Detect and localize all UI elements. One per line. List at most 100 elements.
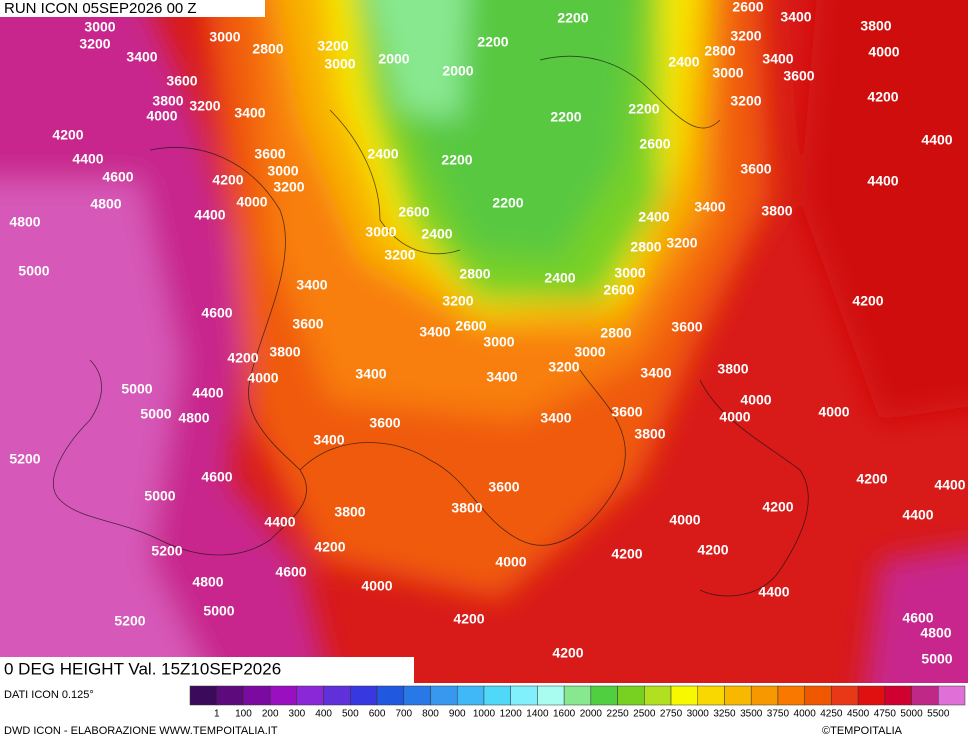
legend-tick-label: 2250 [606, 709, 629, 720]
contour-label: 4000 [495, 554, 526, 570]
contour-label: 4200 [867, 89, 898, 105]
contour-label: 4600 [201, 469, 232, 485]
legend-swatch [777, 685, 805, 706]
contour-label: 3600 [292, 316, 323, 332]
contour-label: 3400 [694, 199, 725, 215]
legend-swatch [537, 685, 565, 706]
title-box [0, 657, 414, 683]
contour-label: 3000 [712, 65, 743, 81]
legend-tick-label: 2500 [633, 709, 656, 720]
contour-label: 2200 [557, 10, 588, 26]
legend-swatch [857, 685, 886, 706]
contour-label: 4600 [902, 610, 933, 626]
contour-label: 5200 [114, 613, 145, 629]
contour-label: 5000 [18, 263, 49, 279]
legend-tick-label: 1600 [553, 709, 576, 720]
contour-label: 4400 [72, 151, 103, 167]
legend-tick-label: 1 [214, 709, 220, 720]
legend-tick-label: 600 [369, 709, 386, 720]
legend-swatch [804, 685, 832, 706]
legend-swatch [590, 685, 618, 706]
contour-label: 2400 [367, 146, 398, 162]
legend-tick-label: 3000 [687, 709, 710, 720]
contour-label: 2800 [459, 266, 490, 282]
contour-label: 5200 [151, 543, 182, 559]
contour-label: 3000 [209, 29, 240, 45]
contour-label: 4200 [762, 499, 793, 515]
legend-swatch [243, 685, 271, 706]
contour-label: 4400 [194, 207, 225, 223]
legend-tick-label: 1000 [473, 709, 496, 720]
run-title: RUN ICON 05SEP2026 00 Z [4, 0, 197, 17]
contour-label: 2600 [603, 282, 634, 298]
contour-label: 2400 [668, 54, 699, 70]
legend-swatch [724, 685, 752, 706]
contour-label: 2200 [550, 109, 581, 125]
legend-tick-label: 500 [342, 709, 359, 720]
contour-label: 3400 [355, 366, 386, 382]
contour-label: 4200 [52, 127, 83, 143]
legend-tick-label: 1200 [500, 709, 523, 720]
legend-tick-label: 4500 [847, 709, 870, 720]
contour-label: 4400 [264, 514, 295, 530]
contour-label: 3400 [419, 324, 450, 340]
legend-swatch [269, 685, 298, 706]
contour-label: 3400 [540, 410, 571, 426]
contour-label: 2800 [704, 43, 735, 59]
contour-label: 3800 [717, 361, 748, 377]
contour-label: 2400 [544, 270, 575, 286]
contour-label: 2600 [639, 136, 670, 152]
contour-label: 3400 [486, 369, 517, 385]
legend-swatch [644, 685, 672, 706]
contour-label: 3000 [267, 163, 298, 179]
legend-swatch [563, 685, 592, 706]
contour-label: 5200 [9, 451, 40, 467]
legend-tick-label: 700 [395, 709, 412, 720]
contour-label: 2000 [442, 63, 473, 79]
legend-swatch [456, 685, 485, 706]
contour-label: 2200 [441, 152, 472, 168]
contour-label: 3600 [166, 73, 197, 89]
legend-tick-label: 5000 [900, 709, 923, 720]
legend-swatch [376, 685, 405, 706]
contour-label: 3600 [671, 319, 702, 335]
contour-label: 3400 [313, 432, 344, 448]
contour-label: 3800 [269, 344, 300, 360]
contour-label: 2600 [732, 0, 763, 15]
contour-label: 3600 [783, 68, 814, 84]
contour-label: 2200 [477, 34, 508, 50]
contour-label: 3200 [548, 359, 579, 375]
contour-label: 2800 [600, 325, 631, 341]
contour-label: 4000 [236, 194, 267, 210]
legend-tick-label: 2750 [660, 709, 683, 720]
contour-label: 4800 [90, 196, 121, 212]
legend-swatch [323, 685, 351, 706]
contour-label: 3800 [761, 203, 792, 219]
legend-swatch [750, 685, 779, 706]
contour-label: 4400 [758, 584, 789, 600]
legend-tick-label: 3500 [740, 709, 763, 720]
contour-label: 3000 [574, 344, 605, 360]
legend-swatch [911, 685, 939, 706]
contour-label: 3200 [442, 293, 473, 309]
contour-label: 3800 [152, 93, 183, 109]
contour-label: 3200 [79, 36, 110, 52]
contour-label: 4600 [102, 169, 133, 185]
contour-label: 3600 [488, 479, 519, 495]
contour-label: 4200 [852, 293, 883, 309]
contour-label: 4200 [552, 645, 583, 661]
contour-label: 2600 [398, 204, 429, 220]
legend-swatch [670, 685, 699, 706]
contour-label: 3000 [324, 56, 355, 72]
contour-label: 3800 [334, 504, 365, 520]
legend-swatch [296, 685, 324, 706]
contour-label: 4000 [669, 512, 700, 528]
legend-tick-label: 900 [449, 709, 466, 720]
contour-label: 3800 [860, 18, 891, 34]
contour-label: 4000 [818, 404, 849, 420]
legend: 1 100 200 300 400 500 600 700 800 900 1000 1200 1400… [189, 685, 966, 720]
contour-label: 3400 [640, 365, 671, 381]
contour-label: 3200 [273, 179, 304, 195]
map-title: 0 DEG HEIGHT Val. 15Z10SEP2026 [4, 659, 281, 678]
legend-swatch [938, 685, 966, 706]
